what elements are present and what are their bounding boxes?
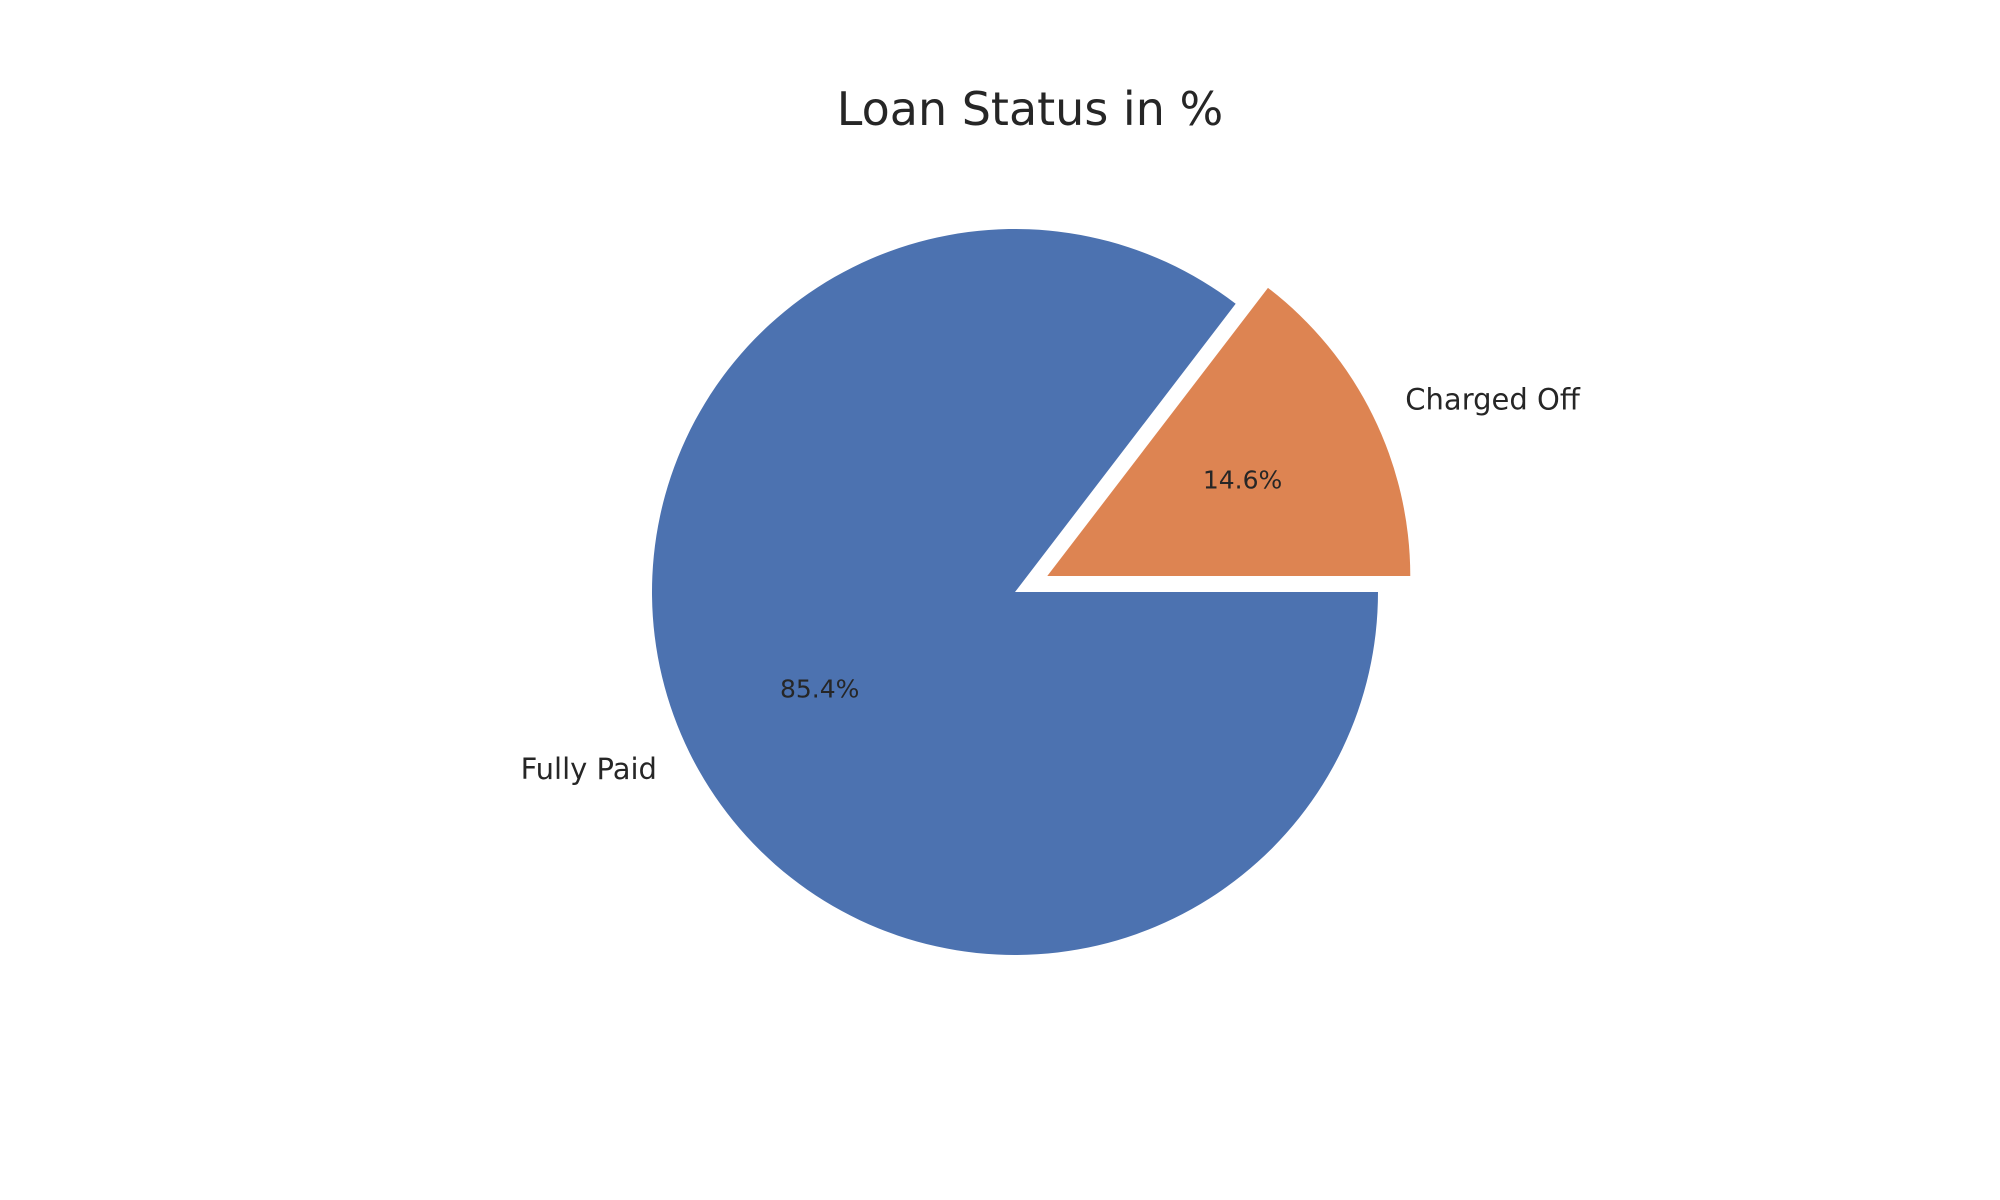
slice-label: Charged Off [1405,382,1581,416]
chart-title: Loan Status in % [836,82,1224,136]
slice-percent-label: 14.6% [1203,466,1282,495]
slice-percent-label: 85.4% [780,674,859,703]
pie-slice-charged-off [1047,287,1411,577]
pie-slice-fully-paid [652,228,1378,955]
slice-label: Fully Paid [521,752,657,786]
